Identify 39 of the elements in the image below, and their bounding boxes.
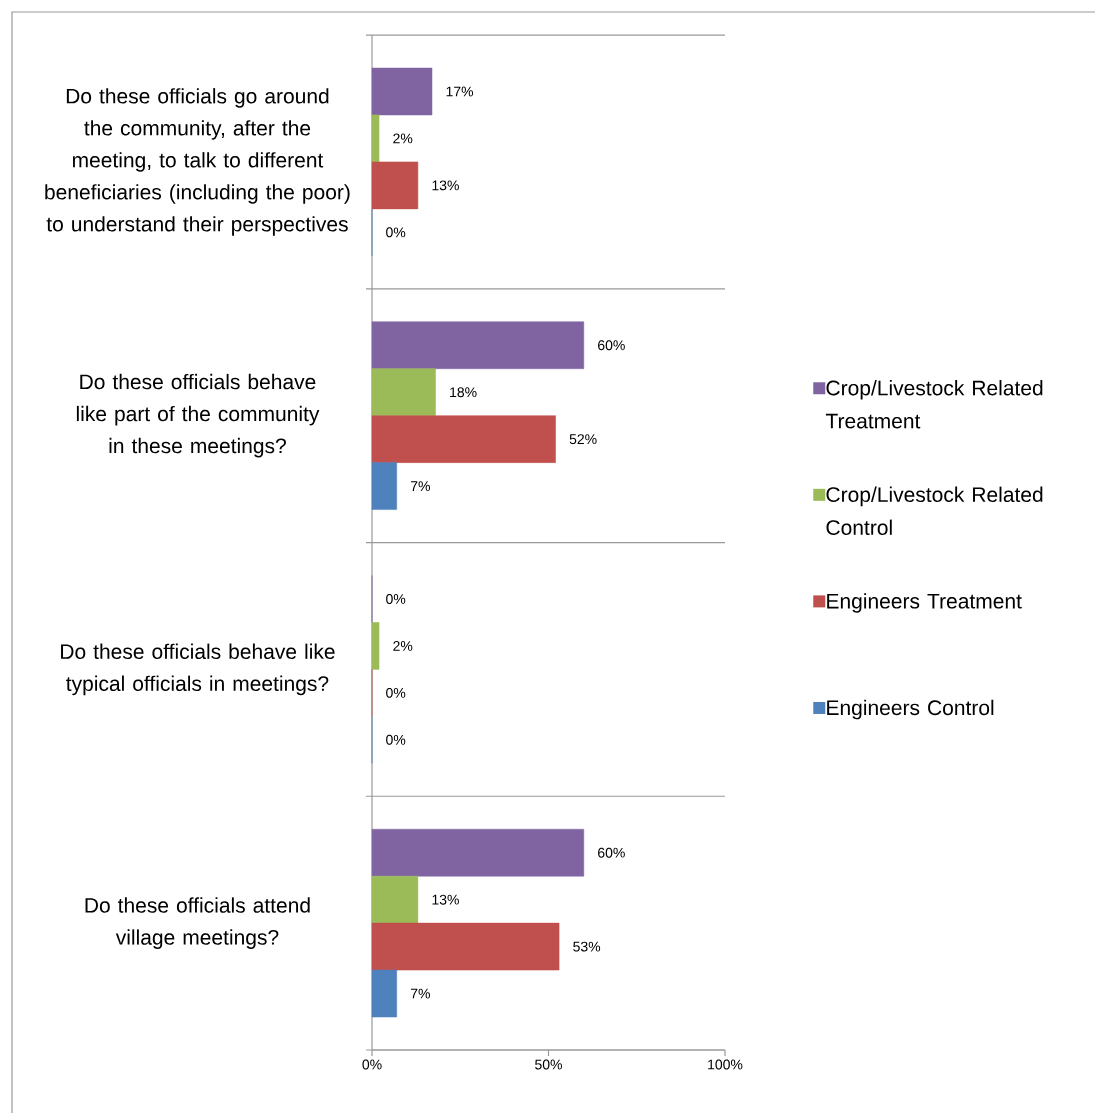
data-label: 2% (393, 133, 413, 144)
y-tick-label: Do these officials behave like typical officials in meetings? (61, 643, 335, 696)
bar (371, 161, 419, 210)
data-label: 13% (432, 180, 459, 191)
y-tick-label: Do these officials go around the community, after the meeting, to talk to different beneficiaries (including the poor) to understand their perspectives (45, 88, 350, 236)
data-label: 0% (386, 594, 406, 604)
data-label: 52% (569, 434, 597, 445)
legend-label: Engineers Treatment (827, 593, 1022, 613)
bar (371, 622, 380, 670)
bar (371, 875, 419, 924)
y-tick-label: Do these officials behave like part of the community in these meetings? (76, 373, 320, 458)
data-label: 13% (432, 894, 459, 905)
data-label: 0% (386, 687, 406, 698)
data-label: 53% (573, 941, 601, 952)
legend-label: Engineers Control (827, 699, 994, 720)
data-label: 7% (410, 481, 430, 491)
x-tick-label: 50% (535, 1059, 563, 1070)
data-label: 2% (393, 640, 413, 651)
bar (371, 415, 556, 463)
bar (371, 922, 560, 971)
y-tick-label: Do these officials attend village meetings? (85, 897, 310, 949)
bar (371, 114, 380, 163)
data-label: 60% (598, 340, 625, 351)
legend-label: Crop/Livestock Related Treatment (825, 380, 1043, 429)
bar (371, 368, 436, 416)
data-label: 17% (446, 86, 474, 97)
data-label: 18% (450, 387, 477, 398)
bar (371, 321, 585, 369)
data-label: 60% (598, 847, 625, 858)
x-tick-label: 100% (708, 1059, 743, 1070)
x-tick-label: 0% (362, 1059, 382, 1070)
data-label: 0% (386, 227, 406, 238)
data-label: 7% (410, 988, 430, 999)
data-label: 0% (386, 734, 406, 745)
bar (371, 969, 397, 1018)
legend-label: Crop/Livestock Related Control (826, 486, 1043, 536)
bar (371, 67, 433, 116)
bar (371, 828, 585, 877)
bar (371, 462, 397, 510)
